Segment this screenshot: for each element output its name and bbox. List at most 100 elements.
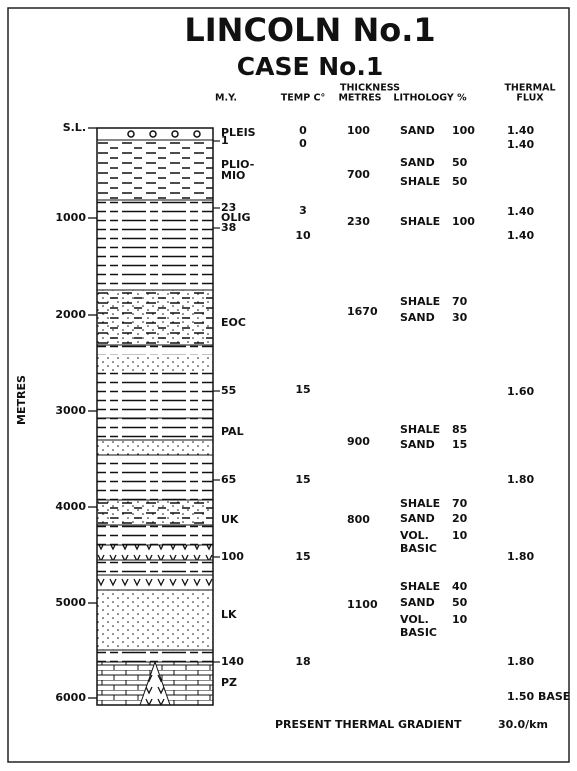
age-label: 1 <box>221 134 229 147</box>
depth-tick-label: S.L. <box>63 121 86 134</box>
temp: 0 <box>299 137 307 150</box>
lithology-name: VOL. <box>400 613 429 626</box>
age-label: EOC <box>221 316 246 329</box>
pebble <box>150 131 156 137</box>
age-label: 38 <box>221 221 236 234</box>
thickness: 100 <box>347 124 370 137</box>
flux: 1.40 <box>507 138 534 151</box>
temp: 3 <box>299 204 307 217</box>
axis-label: METRES <box>15 375 28 425</box>
temp: 0 <box>299 124 307 137</box>
lithology-name: SHALE <box>400 580 440 593</box>
flux: 1.80 <box>507 550 534 563</box>
lithology-pct: 10 <box>452 613 468 626</box>
lithology-name: SAND <box>400 311 435 324</box>
lithology-name: SHALE <box>400 295 440 308</box>
lithology-name: SHALE <box>400 497 440 510</box>
age-label: PAL <box>221 425 244 438</box>
temp: 10 <box>295 229 311 242</box>
footer-value: 30.0/km <box>498 718 548 731</box>
depth-tick-label: 5000 <box>55 596 86 609</box>
lithology-name: BASIC <box>400 542 437 555</box>
age-label: LK <box>221 608 237 621</box>
lithology-pct: 50 <box>452 175 468 188</box>
temp: 15 <box>295 550 310 563</box>
col-head: FLUX <box>516 93 544 104</box>
lithology-name: SAND <box>400 438 435 451</box>
footer-label: PRESENT THERMAL GRADIENT <box>275 718 462 731</box>
thickness: 800 <box>347 513 370 526</box>
age-label: 100 <box>221 550 244 563</box>
age-label: UK <box>221 513 239 526</box>
lithology-pct: 10 <box>452 529 468 542</box>
thickness: 900 <box>347 435 370 448</box>
lithology-pct: 50 <box>452 156 468 169</box>
thickness: 1100 <box>347 598 378 611</box>
lithology-pct: 70 <box>452 497 468 510</box>
layer <box>97 650 213 662</box>
age-label: 140 <box>221 655 244 668</box>
lithology-name: SHALE <box>400 175 440 188</box>
lithology-pct: 100 <box>452 215 475 228</box>
lithology-pct: 15 <box>452 438 467 451</box>
diagram: LINCOLN No.1 CASE No.1 M.Y. TEMP C° THIC… <box>0 0 577 771</box>
lithology-pct: 20 <box>452 512 468 525</box>
temp: 15 <box>295 383 310 396</box>
lithology-name: SAND <box>400 512 435 525</box>
layer <box>97 290 213 345</box>
layer <box>97 525 213 545</box>
lithology-pct: 30 <box>452 311 468 324</box>
layer <box>97 200 213 290</box>
flux: 1.50 BASE <box>507 690 570 703</box>
layer <box>97 590 213 650</box>
lithology-pct: 100 <box>452 124 475 137</box>
lithology-name: VOL. <box>400 529 429 542</box>
age-label: 55 <box>221 384 236 397</box>
flux: 1.80 <box>507 473 534 486</box>
age-label: MIO <box>221 169 245 182</box>
depth-tick-label: 2000 <box>55 308 86 321</box>
lithology-name: SAND <box>400 156 435 169</box>
layer <box>97 372 213 440</box>
layer <box>97 455 213 500</box>
layer <box>97 140 213 200</box>
temp: 15 <box>295 473 310 486</box>
layer <box>97 345 213 355</box>
pebble <box>172 131 178 137</box>
flux: 1.80 <box>507 655 534 668</box>
lithology-pct: 70 <box>452 295 468 308</box>
thickness: 230 <box>347 215 370 228</box>
age-label: PZ <box>221 676 237 689</box>
lithology-pct: 50 <box>452 596 468 609</box>
frame <box>8 8 569 762</box>
layer <box>97 355 213 372</box>
lithology-pct: 40 <box>452 580 468 593</box>
flux: 1.60 <box>507 385 534 398</box>
col-head: METRES <box>338 93 381 104</box>
lithology-name: SHALE <box>400 215 440 228</box>
layer <box>97 500 213 525</box>
lithology-pct: 85 <box>452 423 467 436</box>
lithology-name: SAND <box>400 124 435 137</box>
title: LINCOLN No.1 <box>184 11 435 49</box>
flux: 1.40 <box>507 124 534 137</box>
age-label: 65 <box>221 473 236 486</box>
flux: 1.40 <box>507 205 534 218</box>
subtitle: CASE No.1 <box>237 52 383 81</box>
thickness: 1670 <box>347 305 378 318</box>
flux: 1.40 <box>507 229 534 242</box>
layer <box>97 440 213 455</box>
pebble <box>194 131 200 137</box>
col-head: LITHOLOGY % <box>393 93 467 104</box>
pebble <box>128 131 134 137</box>
lithology-name: SHALE <box>400 423 440 436</box>
lithology-name: SAND <box>400 596 435 609</box>
depth-tick-label: 1000 <box>55 211 86 224</box>
layer <box>97 560 213 575</box>
thickness: 700 <box>347 168 370 181</box>
depth-tick-label: 3000 <box>55 404 86 417</box>
layer <box>97 575 213 590</box>
depth-tick-label: 4000 <box>55 500 86 513</box>
col-head: TEMP C° <box>281 93 325 104</box>
lithology-name: BASIC <box>400 626 437 639</box>
